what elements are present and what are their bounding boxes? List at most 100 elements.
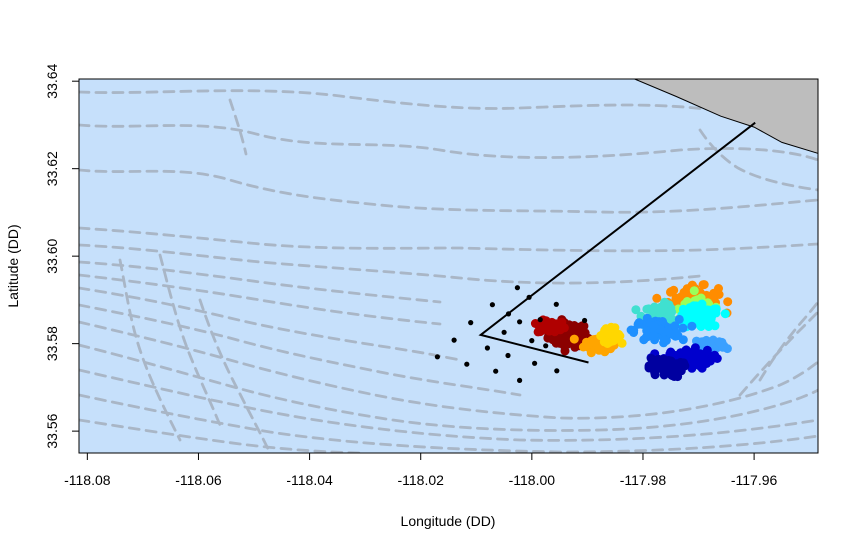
position-point [708, 352, 718, 362]
position-point [608, 324, 618, 333]
position-point [707, 312, 717, 321]
position-cluster-2 [530, 315, 569, 337]
position-point [690, 343, 700, 353]
receiver-point [451, 337, 457, 343]
position-point [549, 323, 559, 333]
receiver-point [493, 368, 499, 374]
y-axis-title: Latitude (DD) [5, 224, 21, 307]
fish-positions [530, 280, 733, 382]
receiver-point [553, 301, 559, 307]
bathymetry-contour [79, 320, 818, 420]
x-tick-label: -118.06 [175, 472, 222, 488]
position-point [569, 334, 579, 344]
receiver-point [517, 319, 523, 325]
receiver-point [505, 352, 511, 359]
bathymetry-contour [79, 393, 818, 453]
x-tick-label: -118.04 [286, 472, 333, 488]
position-point [660, 335, 670, 345]
bathymetry-contour [198, 298, 272, 453]
bathymetry-contour [79, 243, 702, 285]
receiver-point [468, 320, 474, 326]
position-point [699, 280, 709, 290]
receiver-point [582, 317, 588, 324]
y-tick-label: 33.58 [44, 326, 60, 361]
position-point [720, 309, 730, 319]
receiver-point [501, 329, 507, 335]
position-point [631, 305, 641, 315]
position-point [649, 331, 659, 341]
position-point [596, 331, 606, 341]
position-point [648, 307, 658, 317]
x-tick-label: -118.08 [64, 472, 111, 488]
receiver-point [514, 285, 521, 291]
bathymetry-contour [228, 98, 248, 156]
position-point [671, 328, 681, 338]
receiver-point [526, 294, 532, 300]
receiver-point [484, 345, 490, 351]
position-point [702, 345, 712, 355]
position-point [684, 348, 694, 358]
position-point [642, 326, 652, 336]
receiver-array [434, 285, 588, 383]
position-cluster-12 [644, 354, 690, 382]
position-point [644, 361, 654, 371]
position-point [617, 338, 627, 348]
plot-area [79, 79, 818, 453]
receiver-point [517, 377, 523, 383]
position-point [652, 293, 662, 303]
position-point [589, 337, 599, 347]
receiver-point [434, 354, 440, 360]
position-point [578, 325, 587, 335]
receiver-point [532, 360, 538, 366]
bathymetry-contour [118, 258, 182, 442]
position-point [674, 314, 684, 324]
bathymetry-contour [79, 368, 818, 442]
position-point [629, 328, 639, 337]
position-cluster-5 [596, 322, 627, 348]
position-point [655, 357, 665, 367]
bathymetry-contour [158, 253, 224, 432]
bathymetry-contour [79, 418, 362, 453]
x-tick-label: -118.00 [509, 472, 556, 488]
position-point [670, 367, 680, 377]
position-point [656, 325, 666, 335]
bathymetry-contours [79, 89, 818, 453]
position-point [678, 323, 688, 333]
water-background [79, 79, 818, 453]
position-point [586, 348, 596, 358]
receiver-point [505, 311, 512, 317]
position-point [689, 286, 699, 296]
track-line [478, 121, 756, 364]
y-tick-label: 33.60 [44, 238, 60, 273]
position-cluster-9 [626, 313, 697, 348]
position-point [661, 364, 671, 374]
position-point [717, 337, 727, 347]
receiver-point [529, 338, 535, 344]
position-point [699, 359, 709, 369]
x-axis: -118.08 -118.06 -118.04 -118.02 -118.00 -117.… [64, 453, 778, 488]
position-point [670, 321, 680, 331]
position-point [695, 349, 705, 359]
position-point [650, 367, 660, 377]
x-tick-label: -118.02 [397, 472, 444, 488]
y-axis: 33.56 33.58 33.60 33.62 33.64 [44, 63, 79, 449]
position-point [537, 321, 547, 331]
bathymetry-contour [79, 303, 522, 397]
y-tick-label: 33.56 [44, 413, 60, 448]
receiver-point [537, 317, 543, 323]
receiver-point [554, 368, 560, 374]
position-point [610, 332, 620, 342]
position-point [710, 289, 720, 299]
bathymetry-contour [79, 343, 818, 432]
bathymetry-contour [79, 226, 818, 253]
bathymetry-contour [79, 168, 818, 214]
plot-frame [78, 78, 819, 454]
position-point [559, 338, 569, 347]
receiver-point [489, 302, 495, 308]
x-tick-label: -117.98 [620, 472, 667, 488]
position-point [666, 287, 676, 297]
bathymetry-contour [738, 310, 818, 397]
position-point [695, 307, 705, 317]
position-point [697, 316, 707, 326]
